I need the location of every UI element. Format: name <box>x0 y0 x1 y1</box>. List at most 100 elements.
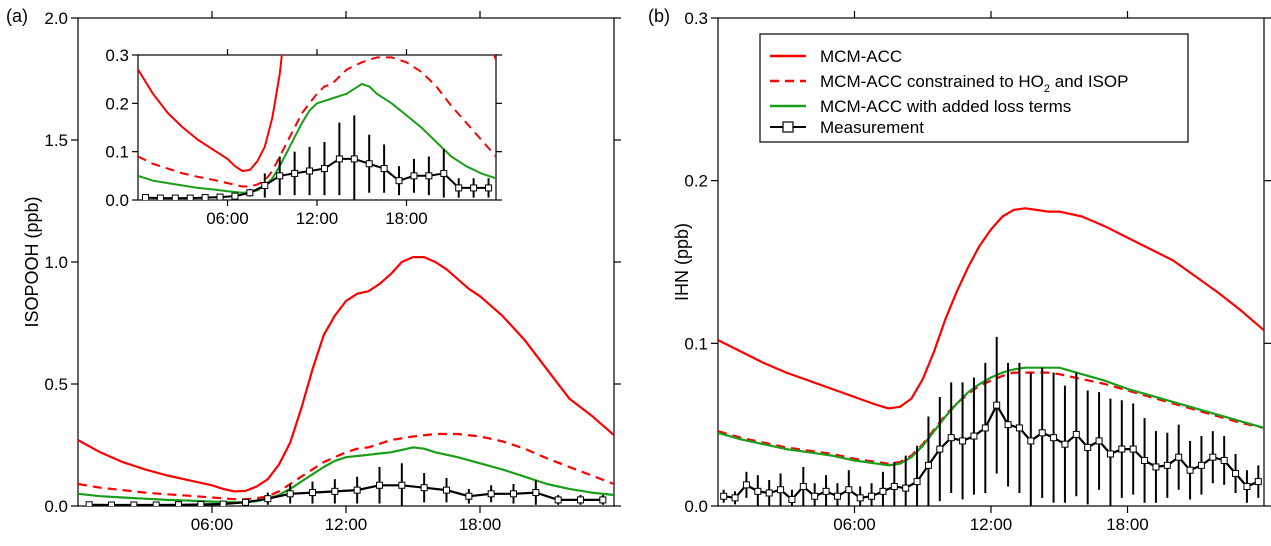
data-point <box>822 487 830 495</box>
data-point <box>1163 461 1171 469</box>
data-point <box>1254 478 1262 486</box>
series-group <box>138 55 496 200</box>
series-line-mcm-acc-with-added-loss-terms <box>138 83 496 194</box>
data-point <box>156 194 164 200</box>
data-point <box>231 192 239 200</box>
data-point <box>1015 424 1023 432</box>
x-tick-label: 18:00 <box>459 515 502 534</box>
data-point <box>845 486 853 494</box>
data-point <box>420 484 428 492</box>
data-point <box>455 184 463 192</box>
series-line-mcm-acc-constrained-to-ho2-and-isop <box>718 371 1264 465</box>
data-point <box>264 495 272 503</box>
data-point <box>353 486 361 494</box>
x-tick-label: 12:00 <box>970 515 1013 534</box>
data-point <box>947 434 955 442</box>
panel-a: 0.0 0.5 1.0 1.5 2.0 06:00 12:00 18:00 ISOPOOH (p… <box>6 6 621 534</box>
y-tick-label: 0.2 <box>684 172 708 191</box>
series-group <box>718 207 1264 506</box>
data-point <box>470 184 478 192</box>
data-point <box>1243 482 1251 490</box>
data-point <box>799 482 807 490</box>
data-point <box>902 484 910 492</box>
data-point <box>532 489 540 497</box>
data-point <box>754 487 762 495</box>
data-point <box>856 494 864 502</box>
inset-x-tick-label: 12:00 <box>296 209 339 228</box>
data-point <box>1129 445 1137 453</box>
data-point <box>335 155 343 163</box>
y-axis-title: IHN (ppb) <box>672 223 692 301</box>
legend-label: Measurement <box>820 118 924 137</box>
data-point <box>936 445 944 453</box>
legend-marker <box>782 121 794 133</box>
data-point <box>1106 450 1114 458</box>
y-tick-label: 0.0 <box>44 497 68 516</box>
data-point <box>440 169 448 177</box>
data-point <box>1220 456 1228 464</box>
data-point <box>85 501 93 506</box>
data-point <box>554 496 562 504</box>
data-point <box>811 492 819 500</box>
y-tick-label: 0.0 <box>684 497 708 516</box>
series-line-mcm-acc-with-added-loss-terms <box>718 366 1264 467</box>
data-point <box>395 177 403 185</box>
data-point <box>171 194 179 200</box>
panel-label: (a) <box>6 6 28 26</box>
data-point <box>261 182 269 189</box>
series-line-mcm-acc <box>78 256 614 493</box>
x-tick-label: 18:00 <box>1106 515 1149 534</box>
data-point <box>970 432 978 440</box>
data-point <box>879 487 887 495</box>
data-point <box>485 184 493 192</box>
series-line-mcm-acc <box>138 55 496 172</box>
data-point <box>306 167 314 175</box>
data-point <box>777 486 785 494</box>
data-point <box>376 481 383 489</box>
data-point <box>365 160 373 168</box>
data-point <box>510 490 517 498</box>
data-point <box>276 172 284 180</box>
data-point <box>410 172 418 180</box>
data-point <box>216 193 224 200</box>
data-point <box>1118 445 1126 453</box>
data-point <box>350 155 358 163</box>
inset-y-tick-label: 0.0 <box>105 191 129 210</box>
data-point <box>765 489 773 497</box>
data-point <box>186 194 194 200</box>
data-point <box>913 478 921 486</box>
data-point <box>380 165 388 173</box>
data-point <box>108 501 115 506</box>
data-point <box>465 492 473 500</box>
data-point <box>959 437 967 445</box>
data-point <box>1232 469 1240 477</box>
legend: MCM-ACC MCM-ACC constrained to HO2 and IS… <box>759 33 1189 143</box>
series-line-mcm-acc-constrained-to-ho2-and-isop <box>138 56 496 188</box>
inset-background <box>118 30 512 236</box>
data-point <box>731 494 739 502</box>
y-tick-label: 0.1 <box>684 334 708 353</box>
data-point <box>1038 429 1046 437</box>
y-tick-label: 0.5 <box>44 375 68 394</box>
data-point <box>219 500 227 506</box>
data-point <box>141 194 149 200</box>
data-point <box>242 498 249 506</box>
data-point <box>130 501 138 506</box>
data-point <box>1186 466 1194 474</box>
data-point <box>197 501 205 506</box>
data-point <box>320 165 328 173</box>
data-point <box>398 481 406 489</box>
data-point <box>1050 434 1058 442</box>
inset-x-tick-label: 18:00 <box>385 209 428 228</box>
data-point <box>788 495 796 503</box>
panel-label: (b) <box>648 6 670 26</box>
x-tick-label: 06:00 <box>191 515 234 534</box>
data-point <box>742 481 750 489</box>
y-axis-title: ISOPOOH (ppb) <box>22 196 42 327</box>
legend-label: MCM-ACC constrained to HO2 and ISOP <box>820 72 1128 95</box>
inset: 0.0 0.1 0.2 0.3 06:00 12:00 18:00 <box>105 30 512 236</box>
data-point <box>993 401 1001 409</box>
data-point <box>833 492 841 500</box>
data-point <box>443 486 450 494</box>
legend-box <box>759 33 1189 143</box>
